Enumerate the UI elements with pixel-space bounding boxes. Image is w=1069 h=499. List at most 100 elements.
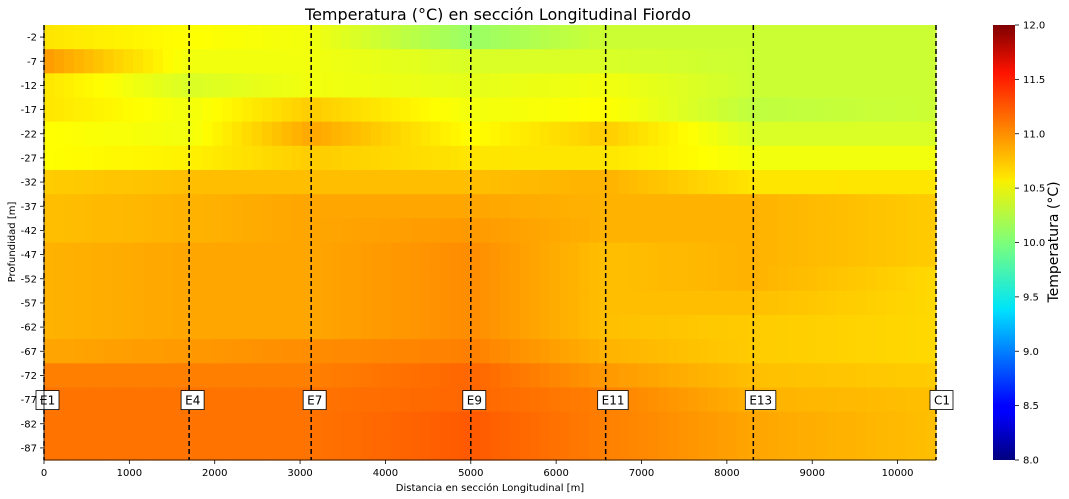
heatmap-cell: [103, 97, 114, 123]
heatmap-cell: [53, 218, 65, 244]
heatmap-cell: [321, 97, 333, 123]
heatmap-cell: [628, 315, 640, 340]
heatmap-cell: [153, 387, 164, 413]
heatmap-cell: [787, 266, 798, 292]
heatmap-cell: [490, 266, 501, 292]
x-tick-label: 8000: [714, 468, 739, 479]
heatmap-cell: [321, 170, 333, 195]
heatmap-cell: [351, 363, 362, 389]
heatmap-cell: [717, 25, 729, 50]
heatmap-cell: [926, 145, 937, 171]
heatmap-cell: [747, 315, 759, 340]
heatmap-cell: [311, 315, 323, 340]
heatmap-cell: [271, 218, 283, 244]
heatmap-cell: [450, 97, 461, 123]
heatmap-cell: [63, 266, 75, 292]
heatmap-cell: [529, 97, 541, 123]
heatmap-cell: [787, 49, 798, 74]
heatmap-cell: [83, 73, 95, 99]
heatmap-cell: [172, 339, 184, 364]
heatmap-cell: [420, 435, 432, 461]
heatmap-cell: [83, 145, 95, 171]
heatmap-cell: [648, 266, 660, 292]
heatmap-cell: [767, 339, 779, 364]
heatmap-cell: [767, 218, 779, 244]
heatmap-cell: [797, 73, 808, 99]
heatmap-cell: [460, 411, 471, 437]
heatmap-cell: [133, 266, 144, 292]
heatmap-cell: [747, 194, 759, 219]
heatmap-cell: [143, 73, 154, 99]
heatmap-cell: [737, 242, 749, 268]
heatmap-cell: [400, 266, 412, 292]
heatmap-cell: [777, 266, 788, 292]
heatmap-cell: [242, 315, 253, 340]
heatmap-cell: [143, 49, 154, 74]
heatmap-cell: [222, 73, 233, 99]
heatmap-cell: [717, 435, 729, 461]
heatmap-cell: [529, 315, 541, 340]
heatmap-cell: [529, 242, 541, 268]
heatmap-cell: [440, 266, 451, 292]
heatmap-cell: [440, 315, 451, 340]
heatmap-cell: [252, 339, 263, 364]
heatmap-cell: [143, 411, 154, 437]
heatmap-cell: [896, 194, 907, 219]
heatmap-cell: [797, 363, 808, 389]
heatmap-cell: [311, 242, 323, 268]
heatmap-cell: [926, 97, 937, 123]
heatmap-cell: [192, 49, 204, 74]
heatmap-cell: [182, 49, 194, 74]
heatmap-cell: [73, 266, 85, 292]
heatmap-cell: [331, 363, 342, 389]
heatmap-cell: [202, 435, 214, 461]
heatmap-cell: [866, 242, 878, 268]
heatmap-cell: [182, 363, 194, 389]
heatmap-cell: [470, 121, 481, 147]
heatmap-cell: [262, 121, 273, 147]
heatmap-cell: [608, 435, 620, 461]
heatmap-cell: [202, 290, 214, 316]
heatmap-cell: [906, 315, 917, 340]
heatmap-cell: [906, 25, 917, 50]
heatmap-cell: [212, 363, 223, 389]
heatmap-cell: [876, 339, 888, 364]
heatmap-cell: [668, 290, 679, 316]
heatmap-cell: [480, 315, 491, 340]
heatmap-cell: [896, 170, 907, 195]
x-tick-label: 7000: [629, 468, 654, 479]
heatmap-cell: [896, 339, 907, 364]
heatmap-cell: [153, 266, 164, 292]
heatmap-cell: [202, 145, 214, 171]
heatmap-cell: [450, 121, 461, 147]
heatmap-cell: [73, 363, 85, 389]
heatmap-cell: [807, 121, 818, 147]
heatmap-cell: [420, 266, 432, 292]
heatmap-cell: [123, 49, 134, 74]
heatmap-cell: [708, 290, 719, 316]
heatmap-cell: [698, 290, 709, 316]
heatmap-cell: [490, 73, 501, 99]
heatmap-cell: [83, 266, 95, 292]
heatmap-cell: [658, 242, 669, 268]
heatmap-cell: [172, 73, 184, 99]
heatmap-cell: [271, 290, 283, 316]
heatmap-cell: [678, 363, 689, 389]
heatmap-cell: [668, 49, 679, 74]
colorbar-tick-label: 8.0: [1023, 456, 1039, 467]
heatmap-cell: [291, 387, 303, 413]
heatmap-cell: [93, 218, 105, 244]
heatmap-cell: [807, 97, 818, 123]
heatmap-cell: [717, 339, 729, 364]
heatmap-cell: [311, 121, 323, 147]
heatmap-cell: [599, 97, 610, 123]
heatmap-cell: [440, 242, 451, 268]
heatmap-cell: [192, 242, 204, 268]
heatmap-cell: [777, 194, 788, 219]
heatmap-cell: [202, 170, 214, 195]
heatmap-cell: [291, 73, 303, 99]
heatmap-cell: [668, 435, 679, 461]
heatmap-cell: [321, 25, 333, 50]
heatmap-cell: [767, 73, 779, 99]
heatmap-cell: [876, 170, 888, 195]
